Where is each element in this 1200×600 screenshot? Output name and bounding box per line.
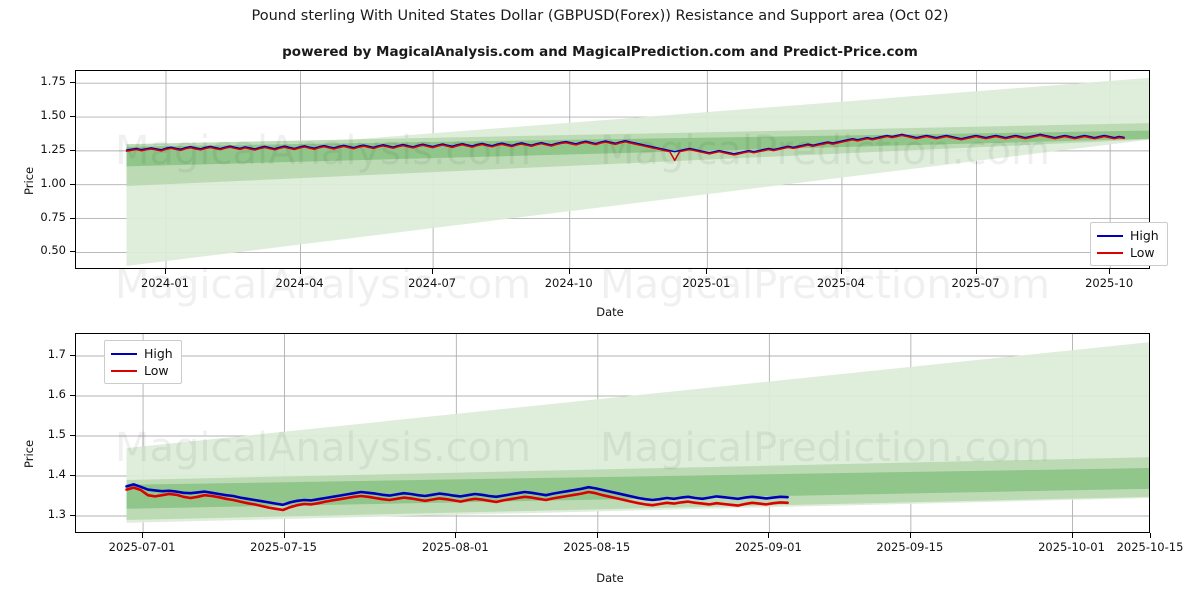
x-tick-mark <box>1071 533 1073 538</box>
zoom-y-axis-label: Price <box>22 439 36 468</box>
x-tick-mark <box>1150 533 1151 538</box>
y-tick-mark <box>70 475 75 476</box>
x-tick-label: 2025-07-01 <box>108 540 176 554</box>
legend-line-high <box>111 352 137 355</box>
zoom-plot-area <box>75 333 1150 533</box>
x-tick-mark <box>909 533 911 538</box>
overview-legend[interactable]: High Low <box>1090 222 1168 266</box>
y-tick-label: 1.50 <box>40 108 66 123</box>
legend-line-low <box>1097 251 1123 254</box>
x-tick-mark <box>568 269 570 274</box>
x-tick-mark <box>1109 269 1111 274</box>
x-tick-mark <box>164 269 166 274</box>
x-tick-mark <box>299 269 301 274</box>
x-tick-label: 2025-08-15 <box>563 540 631 554</box>
y-tick-mark <box>70 183 75 185</box>
y-tick-mark <box>70 355 75 356</box>
zoom-x-axis-label: Date <box>596 571 624 585</box>
x-tick-label: 2024-01 <box>140 276 189 290</box>
y-tick-mark <box>70 82 75 84</box>
legend-item-high[interactable]: High <box>111 345 173 362</box>
page-title: Pound sterling With United States Dollar… <box>251 8 949 24</box>
x-tick-label: 2025-01 <box>682 276 731 290</box>
x-tick-label: 2025-09-01 <box>734 540 802 554</box>
page-subtitle: powered by MagicalAnalysis.com and Magic… <box>282 44 918 60</box>
y-tick-label: 0.75 <box>40 209 66 224</box>
legend-item-low[interactable]: Low <box>1097 244 1159 261</box>
x-tick-mark <box>432 269 434 274</box>
x-tick-label: 2024-07 <box>408 276 457 290</box>
x-tick-mark <box>768 533 770 538</box>
x-tick-label: 2024-04 <box>275 276 324 290</box>
y-tick-label: 1.4 <box>47 467 66 481</box>
legend-item-low[interactable]: Low <box>111 362 173 379</box>
x-tick-mark <box>840 269 842 274</box>
y-tick-mark <box>70 149 75 151</box>
y-tick-label: 1.3 <box>47 507 66 521</box>
x-tick-mark <box>596 533 598 538</box>
x-tick-mark <box>975 269 977 274</box>
x-tick-label: 2025-04 <box>816 276 865 290</box>
y-tick-label: 1.6 <box>47 387 66 401</box>
x-tick-mark <box>455 533 457 538</box>
x-tick-mark <box>706 269 708 274</box>
legend-label-low: Low <box>1130 245 1155 260</box>
y-tick-label: 1.7 <box>47 347 66 361</box>
y-tick-mark <box>70 251 75 253</box>
y-tick-label: 1.00 <box>40 175 66 190</box>
x-tick-label: 2025-09-15 <box>876 540 944 554</box>
x-tick-label: 2025-08-01 <box>421 540 489 554</box>
y-tick-mark <box>70 515 75 516</box>
zoom-chart-panel: Price Date 1.3 1.4 1.5 1.6 1.7 2025-07-01 202… <box>0 318 1200 600</box>
y-tick-label: 1.25 <box>40 141 66 156</box>
x-tick-mark <box>142 533 144 538</box>
legend-label-high: High <box>144 346 173 361</box>
legend-label-low: Low <box>144 363 169 378</box>
zoom-legend[interactable]: High Low <box>104 340 182 384</box>
x-tick-label: 2025-10 <box>1085 276 1134 290</box>
y-tick-mark <box>70 116 75 118</box>
x-tick-label: 2024-10 <box>544 276 593 290</box>
x-tick-label: 2025-10-01 <box>1038 540 1105 554</box>
y-tick-mark <box>70 217 75 219</box>
y-tick-label: 1.75 <box>40 74 66 89</box>
y-tick-label: 0.50 <box>40 243 66 258</box>
overview-plot-area <box>75 70 1150 269</box>
overview-x-axis-label: Date <box>596 305 624 319</box>
x-tick-mark <box>283 533 285 538</box>
overview-chart-panel: Price Date 0.50 0.75 1.00 1.25 1.50 1.75 2024… <box>22 70 1168 319</box>
y-tick-label: 1.5 <box>47 427 66 441</box>
x-tick-label: 2025-07-15 <box>250 540 317 554</box>
legend-item-high[interactable]: High <box>1097 227 1159 244</box>
legend-line-low <box>111 369 137 372</box>
legend-label-high: High <box>1130 228 1159 243</box>
y-tick-mark <box>70 435 75 436</box>
legend-line-high <box>1097 234 1123 237</box>
y-tick-mark <box>70 395 75 396</box>
x-tick-label: 2025-07 <box>951 276 1000 290</box>
x-tick-label: 2025-10-15 <box>1116 540 1184 554</box>
